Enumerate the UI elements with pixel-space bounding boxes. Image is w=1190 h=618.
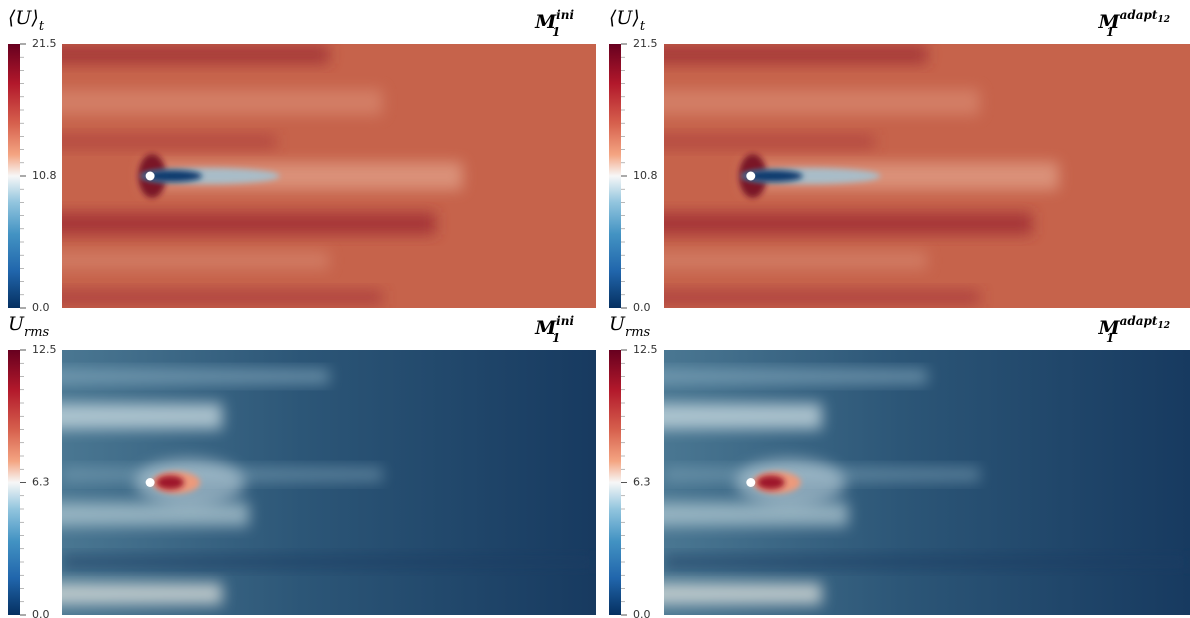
mesh-sup: adapt (1120, 314, 1158, 328)
colorbar-tick-label: 0.0 (32, 301, 50, 314)
streak (664, 251, 927, 270)
wake-core (142, 170, 203, 182)
mesh-sup: ini (556, 314, 574, 328)
streak (664, 403, 822, 430)
field (62, 44, 596, 308)
mesh-sub: 1 (1106, 25, 1114, 39)
wake-core (756, 475, 785, 490)
mesh-label: Madapt12 1 (1098, 8, 1170, 39)
quantity-label: ⟨U⟩t (609, 7, 646, 34)
mesh-sub: 1 (1106, 331, 1114, 345)
cylinder (746, 171, 756, 181)
streak (664, 89, 980, 116)
colorbar-tick-label: 10.8 (32, 169, 57, 182)
colorbar-tick-label: 0.0 (633, 608, 651, 618)
quantity-base: U (8, 313, 25, 335)
mesh-base: M (534, 317, 557, 339)
quantity-label: Urms (609, 313, 651, 340)
mesh-sup-sub: 12 (1157, 15, 1170, 25)
mesh-sup: ini (556, 8, 574, 22)
streak (664, 582, 822, 605)
mesh-sub: 1 (552, 331, 560, 345)
quantity-sub: rms (24, 325, 50, 340)
field (664, 44, 1190, 308)
colorbar-tick-label: 0.0 (633, 301, 651, 314)
streak (62, 502, 249, 527)
mesh-base: M (1098, 11, 1121, 33)
cylinder (145, 478, 155, 487)
mesh-base: M (1098, 317, 1121, 339)
streak (664, 290, 980, 305)
colorbar-tick-label: 0.0 (32, 608, 50, 618)
field (664, 350, 1190, 615)
colorbar-tick-label: 12.5 (633, 343, 658, 356)
quantity-base: ⟨U⟩ (8, 7, 39, 29)
streak (62, 369, 329, 384)
quantity-label: Urms (8, 313, 50, 340)
quantity-base: ⟨U⟩ (609, 7, 640, 29)
quantity-base: U (609, 313, 626, 335)
streak (62, 45, 329, 64)
field (62, 350, 596, 615)
quantity-sub: t (640, 19, 646, 34)
mesh-sup: adapt (1120, 8, 1158, 22)
quantity-sub: rms (625, 325, 651, 340)
mesh-base: M (534, 11, 557, 33)
streak (664, 45, 927, 64)
streak (62, 555, 596, 569)
streak (664, 555, 1190, 569)
streak (664, 369, 927, 384)
colorbar-tick-label: 21.5 (633, 37, 658, 50)
colorbar-tick-label: 6.3 (633, 476, 651, 489)
wake-core (742, 170, 803, 182)
mesh-sub: 1 (552, 25, 560, 39)
mesh-label: Mini 1 (534, 314, 574, 345)
colorbar (8, 350, 20, 615)
streak (62, 582, 223, 605)
streak (62, 251, 329, 270)
colorbar-tick-label: 10.8 (633, 169, 658, 182)
colorbar-tick-label: 21.5 (32, 37, 57, 50)
quantity-sub: t (39, 19, 45, 34)
colorbar (609, 350, 621, 615)
streak (664, 502, 849, 527)
colorbar (609, 44, 621, 308)
colorbar-tick-label: 12.5 (32, 343, 57, 356)
streak (62, 290, 383, 305)
colorbar (8, 44, 20, 308)
mesh-sup-sub: 12 (1157, 321, 1170, 331)
mesh-label: Madapt12 1 (1098, 314, 1170, 345)
quantity-label: ⟨U⟩t (8, 7, 45, 34)
streak (62, 134, 276, 149)
cylinder (746, 478, 756, 487)
mesh-label: Mini 1 (534, 8, 574, 39)
colorbar-tick-label: 6.3 (32, 476, 50, 489)
streak (664, 212, 1033, 235)
streak (62, 212, 436, 235)
cylinder (145, 171, 155, 181)
streak (62, 89, 383, 116)
wake-core (156, 475, 185, 490)
streak (62, 403, 223, 430)
streak (664, 134, 875, 149)
